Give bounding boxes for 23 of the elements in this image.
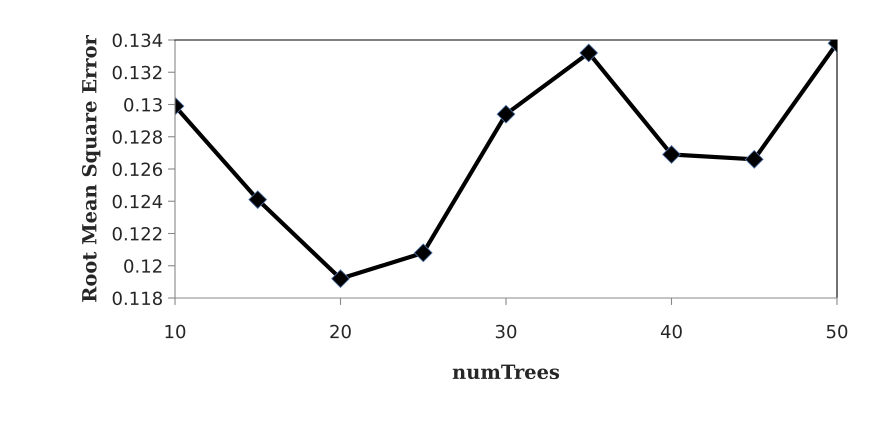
point <box>496 104 516 124</box>
point <box>662 145 681 164</box>
y-tick-label: 0.124 <box>112 194 162 208</box>
point <box>579 44 598 62</box>
x-tick-label: 40 <box>660 324 682 338</box>
y-tick-label: 0.134 <box>112 33 162 48</box>
point <box>248 190 268 209</box>
point <box>331 269 350 288</box>
point <box>744 150 764 169</box>
y-axis-title: Root Mean Square Error <box>82 35 100 302</box>
y-tick-label: 0.118 <box>112 291 162 306</box>
y-tick-label: 0.13 <box>124 98 162 112</box>
x-tick-label: 20 <box>330 324 351 338</box>
x-tick-label: 30 <box>496 324 516 338</box>
x-tick-label: 50 <box>826 324 848 338</box>
y-tick-label: 0.128 <box>112 130 162 144</box>
x-axis-title: numTrees <box>452 364 560 380</box>
x-tick-label: 10 <box>165 324 186 338</box>
y-tick-label: 0.132 <box>112 66 162 80</box>
y-tick-label: 0.122 <box>112 226 162 241</box>
y-tick-label: 0.126 <box>112 162 162 176</box>
y-tick-label: 0.12 <box>124 259 162 273</box>
point <box>414 244 433 262</box>
